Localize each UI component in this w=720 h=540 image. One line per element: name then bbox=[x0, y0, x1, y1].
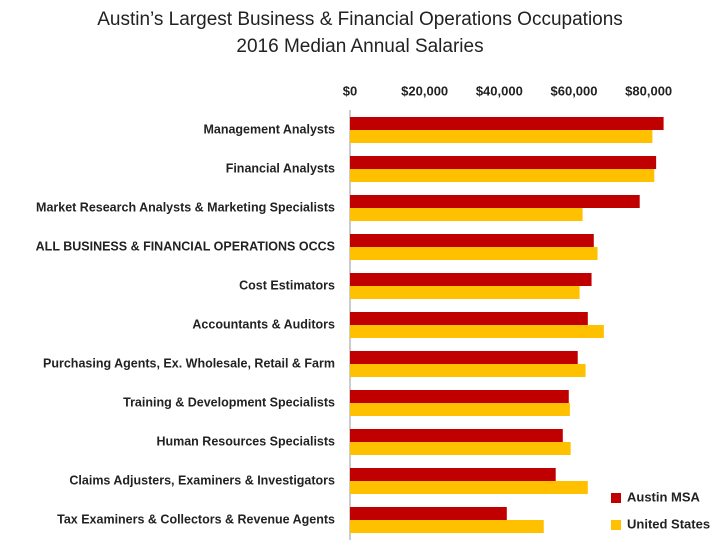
y-tick-label: Claims Adjusters, Examiners & Investigat… bbox=[69, 473, 335, 487]
bar bbox=[350, 325, 604, 338]
bar bbox=[350, 403, 570, 416]
bar bbox=[350, 156, 657, 169]
x-tick-label: $60,000 bbox=[551, 83, 598, 98]
y-tick-label: Human Resources Specialists bbox=[156, 434, 335, 448]
bar bbox=[350, 286, 580, 299]
y-tick-label: Management Analysts bbox=[203, 122, 335, 136]
bar bbox=[350, 390, 569, 403]
bar bbox=[350, 442, 571, 455]
bar bbox=[350, 195, 640, 208]
bar bbox=[350, 468, 556, 481]
bar bbox=[350, 117, 664, 130]
bar bbox=[350, 169, 655, 182]
x-tick-label: $0 bbox=[343, 83, 357, 98]
bar bbox=[350, 351, 578, 364]
legend-label: Austin MSA bbox=[627, 489, 701, 504]
chart-subtitle: 2016 Median Annual Salaries bbox=[236, 36, 483, 57]
y-tick-label: Training & Development Specialists bbox=[123, 395, 335, 409]
y-tick-label: Purchasing Agents, Ex. Wholesale, Retail… bbox=[43, 356, 335, 370]
y-tick-label: Financial Analysts bbox=[226, 161, 335, 175]
bar bbox=[350, 520, 544, 533]
y-tick-label: Tax Examiners & Collectors & Revenue Age… bbox=[57, 512, 335, 526]
bar bbox=[350, 481, 588, 494]
y-tick-label: Cost Estimators bbox=[239, 278, 335, 292]
legend-swatch bbox=[611, 520, 621, 530]
bar bbox=[350, 364, 586, 377]
y-tick-label: Accountants & Auditors bbox=[192, 317, 335, 331]
bar bbox=[350, 234, 594, 247]
chart-title: Austin’s Largest Business & Financial Op… bbox=[97, 9, 623, 30]
bar bbox=[350, 208, 583, 221]
bar bbox=[350, 507, 507, 520]
bar bbox=[350, 273, 592, 286]
legend-swatch bbox=[611, 493, 621, 503]
bar bbox=[350, 429, 563, 442]
legend-label: United States bbox=[627, 516, 710, 531]
bar bbox=[350, 312, 588, 325]
x-tick-label: $80,000 bbox=[625, 83, 672, 98]
x-tick-label: $20,000 bbox=[401, 83, 448, 98]
y-tick-label: Market Research Analysts & Marketing Spe… bbox=[36, 200, 335, 214]
bar bbox=[350, 130, 653, 143]
x-tick-label: $40,000 bbox=[476, 83, 523, 98]
bar bbox=[350, 247, 598, 260]
y-tick-label: ALL BUSINESS & FINANCIAL OPERATIONS OCCS bbox=[36, 239, 335, 253]
